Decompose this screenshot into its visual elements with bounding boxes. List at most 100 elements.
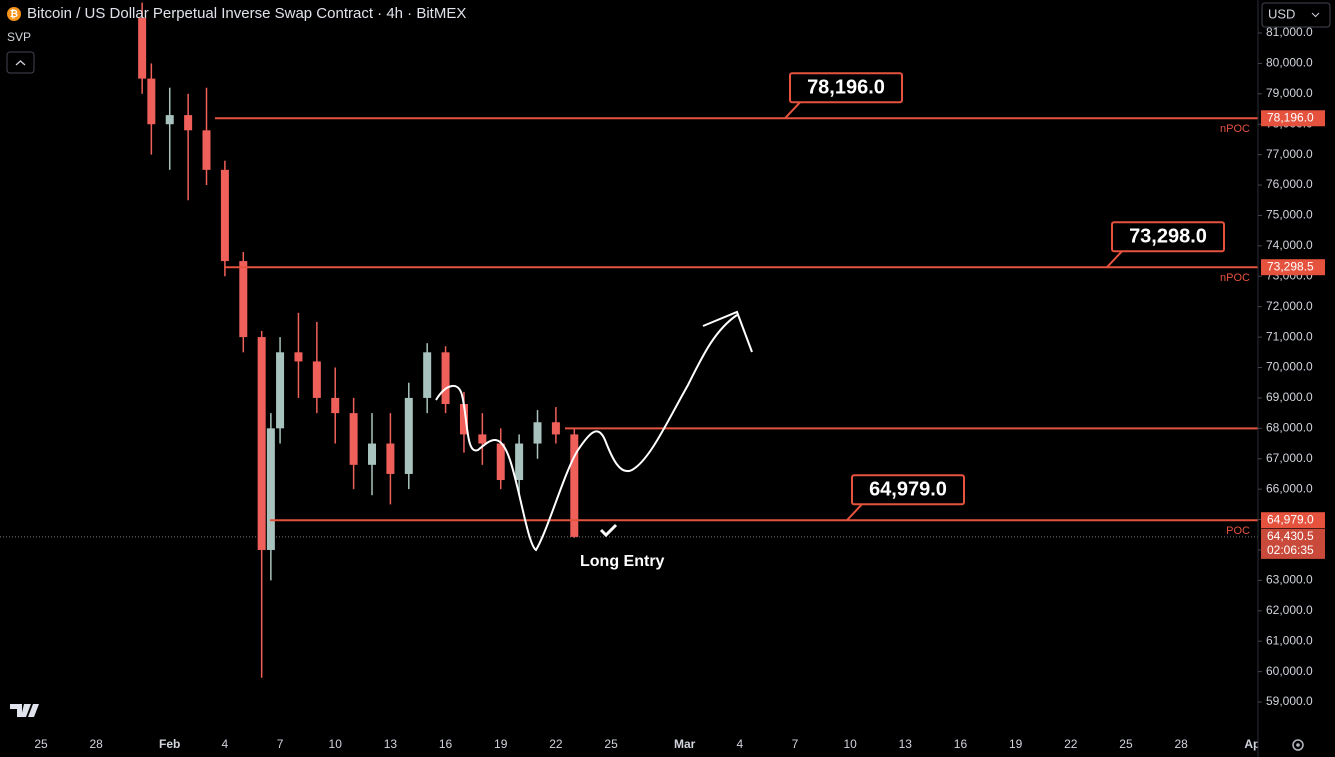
y-tick-label: 81,000.0 <box>1266 25 1313 39</box>
candle-body <box>349 413 358 465</box>
level-tag: nPOC <box>1220 123 1250 135</box>
callout-box <box>789 72 903 104</box>
candle-body <box>294 352 303 362</box>
candle-body <box>257 337 266 550</box>
x-tick-label: 4 <box>222 737 229 751</box>
candle-body <box>533 422 542 444</box>
candle-body <box>331 397 340 414</box>
level-axis-label: 78,196.0 <box>1267 110 1314 124</box>
y-tick-label: 68,000.0 <box>1266 421 1313 435</box>
y-tick-label: 72,000.0 <box>1266 299 1313 313</box>
candle-body <box>459 404 468 435</box>
x-tick-label: Mar <box>674 737 696 751</box>
candle-body <box>138 17 147 79</box>
x-tick-label: 22 <box>549 737 563 751</box>
x-tick-label: 28 <box>89 737 103 751</box>
x-tick-label: 10 <box>329 737 343 751</box>
settings-button[interactable] <box>1292 739 1304 751</box>
candle-body <box>551 422 560 435</box>
level-axis-tag <box>1261 512 1325 529</box>
x-tick-label: 28 <box>1174 737 1188 751</box>
projected-path <box>435 314 738 552</box>
callout-pointer <box>784 101 801 119</box>
x-tick-label: Feb <box>159 737 180 751</box>
x-tick-label: 22 <box>1064 737 1078 751</box>
x-tick-label: 4 <box>736 737 743 751</box>
candle-body <box>386 443 395 474</box>
candle-body <box>423 352 432 398</box>
y-tick-label: 62,000.0 <box>1266 603 1313 617</box>
currency-caret <box>1311 12 1320 18</box>
tradingview-logo <box>10 704 39 717</box>
level-axis-label: 73,298.5 <box>1267 259 1314 273</box>
x-tick-label: 13 <box>899 737 913 751</box>
price-axis: 59,000.0 60,000.0 61,000.0 62,000.0 63,000.0… <box>1258 25 1325 708</box>
level-axis-tag <box>1261 110 1325 127</box>
level-tag: POC <box>1226 525 1250 537</box>
y-tick-label: 71,000.0 <box>1266 329 1313 343</box>
candle-body <box>165 115 174 125</box>
currency-select[interactable] <box>1261 2 1331 28</box>
check-mark <box>599 523 618 538</box>
x-tick-label: 19 <box>494 737 508 751</box>
candle-body <box>276 352 285 429</box>
candle-body <box>515 443 524 481</box>
callout-box <box>851 474 965 506</box>
x-tick-label: 25 <box>1119 737 1133 751</box>
y-tick-label: 77,000.0 <box>1266 147 1313 161</box>
level-axis-tag <box>1261 259 1325 276</box>
last-price-label: 64,430.5 <box>1267 529 1314 543</box>
y-tick-label: 66,000.0 <box>1266 481 1313 495</box>
candle-body <box>147 78 156 125</box>
x-tick-label: 19 <box>1009 737 1023 751</box>
x-tick-label: 16 <box>954 737 968 751</box>
candle-body <box>312 361 321 398</box>
x-tick-label: 7 <box>277 737 284 751</box>
y-tick-label: 67,000.0 <box>1266 451 1313 465</box>
collapse-button[interactable] <box>6 51 35 74</box>
currency-label: USD <box>1268 6 1295 21</box>
y-tick-label: 70,000.0 <box>1266 360 1313 374</box>
indicator-label: SVP <box>7 30 31 44</box>
candle-body <box>239 261 248 338</box>
candle-body <box>220 169 229 262</box>
x-tick-label: 16 <box>439 737 453 751</box>
collapse-icon <box>15 60 26 66</box>
candle-body <box>441 352 450 405</box>
y-tick-label: 80,000.0 <box>1266 56 1313 70</box>
candle-body <box>570 434 579 537</box>
y-tick-label: 61,000.0 <box>1266 633 1313 647</box>
candle-body <box>404 397 413 474</box>
plot-area: 25 28 Feb 4 7 10 13 16 19 22 25 Mar 4 7 10 13 16 19 22 25 28… <box>0 2 1265 751</box>
annotation-text: Long Entry <box>580 553 665 570</box>
x-tick-label: 25 <box>34 737 48 751</box>
x-tick-label: 7 <box>792 737 799 751</box>
callout-label: 78,196.0 <box>807 77 885 99</box>
level-tag: nPOC <box>1220 272 1250 284</box>
y-tick-label: 76,000.0 <box>1266 177 1313 191</box>
last-price-tag <box>1261 528 1325 559</box>
y-tick-label: 75,000.0 <box>1266 208 1313 222</box>
x-tick-label: 10 <box>843 737 857 751</box>
callout-box <box>1111 221 1225 253</box>
callout-pointer <box>846 503 863 521</box>
y-tick-label: 63,000.0 <box>1266 573 1313 587</box>
level-axis-label: 64,979.0 <box>1267 512 1314 526</box>
x-tick-label: 13 <box>384 737 398 751</box>
y-tick-label: 79,000.0 <box>1266 86 1313 100</box>
callout-label: 64,979.0 <box>869 478 947 500</box>
x-tick-label: 25 <box>604 737 618 751</box>
callout-label: 73,298.0 <box>1129 225 1207 247</box>
candle-body <box>496 443 505 481</box>
candle-body <box>266 428 275 550</box>
chart-title: Bitcoin / US Dollar Perpetual Inverse Sw… <box>27 5 466 22</box>
candle-body <box>478 434 487 444</box>
callout-pointer <box>1106 250 1123 268</box>
coin-icon <box>7 7 21 21</box>
candle-body <box>184 115 193 131</box>
countdown-label: 02:06:35 <box>1267 543 1314 557</box>
y-tick-label: 69,000.0 <box>1266 390 1313 404</box>
